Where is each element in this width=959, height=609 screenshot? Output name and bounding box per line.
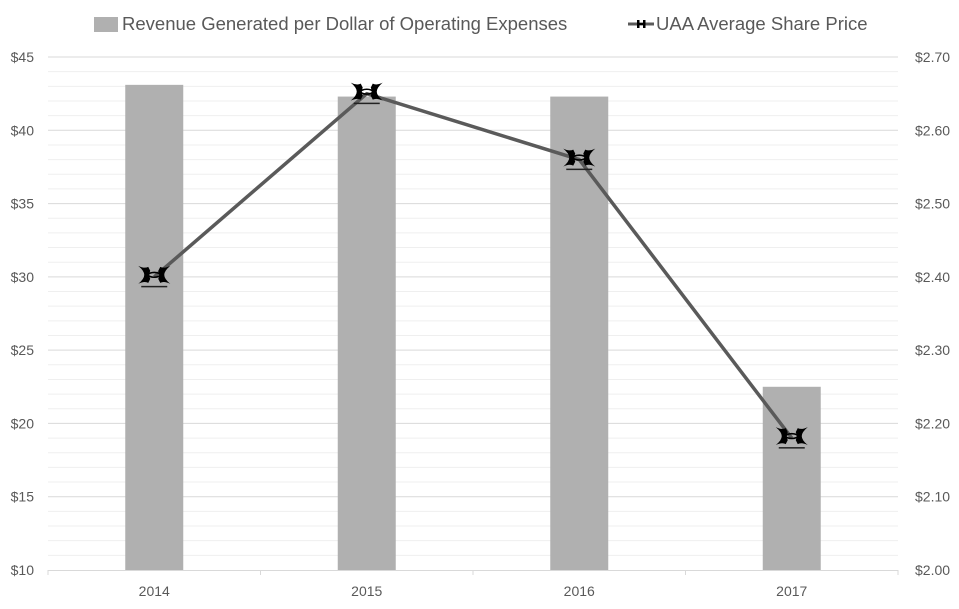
left-axis-tick-label: $15 (11, 489, 35, 505)
x-axis-tick-label: 2016 (564, 583, 595, 599)
share-price-line (153, 91, 794, 440)
ua-logo-marker-icon (775, 427, 808, 449)
legend-swatch-bar (94, 16, 118, 32)
left-axis-tick-label: $30 (11, 269, 35, 285)
legend-item-share-price: UAA Average Share Price (628, 12, 868, 36)
legend-label-revenue: Revenue Generated per Dollar of Operatin… (122, 13, 568, 34)
x-axis-tick-label: 2017 (776, 583, 807, 599)
bar-2014 (125, 84, 184, 570)
right-axis-tick-label: $2.00 (915, 562, 950, 578)
legend-swatch-line-icon (628, 20, 654, 28)
left-axis-tick-label: $45 (11, 49, 35, 65)
line-series (153, 91, 794, 440)
x-axis-tick-label: 2014 (139, 583, 170, 599)
bar-series (125, 84, 821, 571)
left-axis-tick-label: $40 (11, 122, 35, 138)
right-axis-tick-label: $2.20 (915, 415, 950, 431)
gridlines (48, 56, 898, 556)
right-axis-tick-label: $2.10 (915, 489, 950, 505)
legend-label-share-price: UAA Average Share Price (656, 13, 868, 34)
axis-labels: $10 $15 $20 $25 $30 $35 $40 $45 $2.00 $2.10 $2.20 $… (11, 49, 951, 599)
legend-item-revenue: Revenue Generated per Dollar of Operatin… (94, 12, 567, 36)
ua-logo-marker-icon (563, 148, 596, 171)
right-axis-tick-label: $2.30 (915, 342, 950, 358)
left-axis-tick-label: $10 (11, 562, 35, 578)
right-axis-tick-label: $2.60 (915, 122, 950, 138)
ua-logo-marker-icon (350, 82, 383, 105)
bar-2016 (550, 96, 609, 571)
right-axis-tick-label: $2.40 (915, 269, 950, 285)
bar-2015 (337, 96, 396, 571)
left-axis-tick-label: $35 (11, 196, 35, 212)
right-axis-tick-label: $2.70 (915, 49, 950, 65)
left-axis-tick-label: $25 (11, 342, 35, 358)
line-markers (138, 82, 808, 449)
right-axis-tick-label: $2.50 (915, 196, 950, 212)
x-axis-tick-label: 2015 (351, 583, 382, 599)
bar-2017 (762, 386, 821, 570)
left-axis-tick-label: $20 (11, 415, 35, 431)
axes (47, 570, 899, 575)
ua-logo-marker-icon (138, 265, 171, 288)
